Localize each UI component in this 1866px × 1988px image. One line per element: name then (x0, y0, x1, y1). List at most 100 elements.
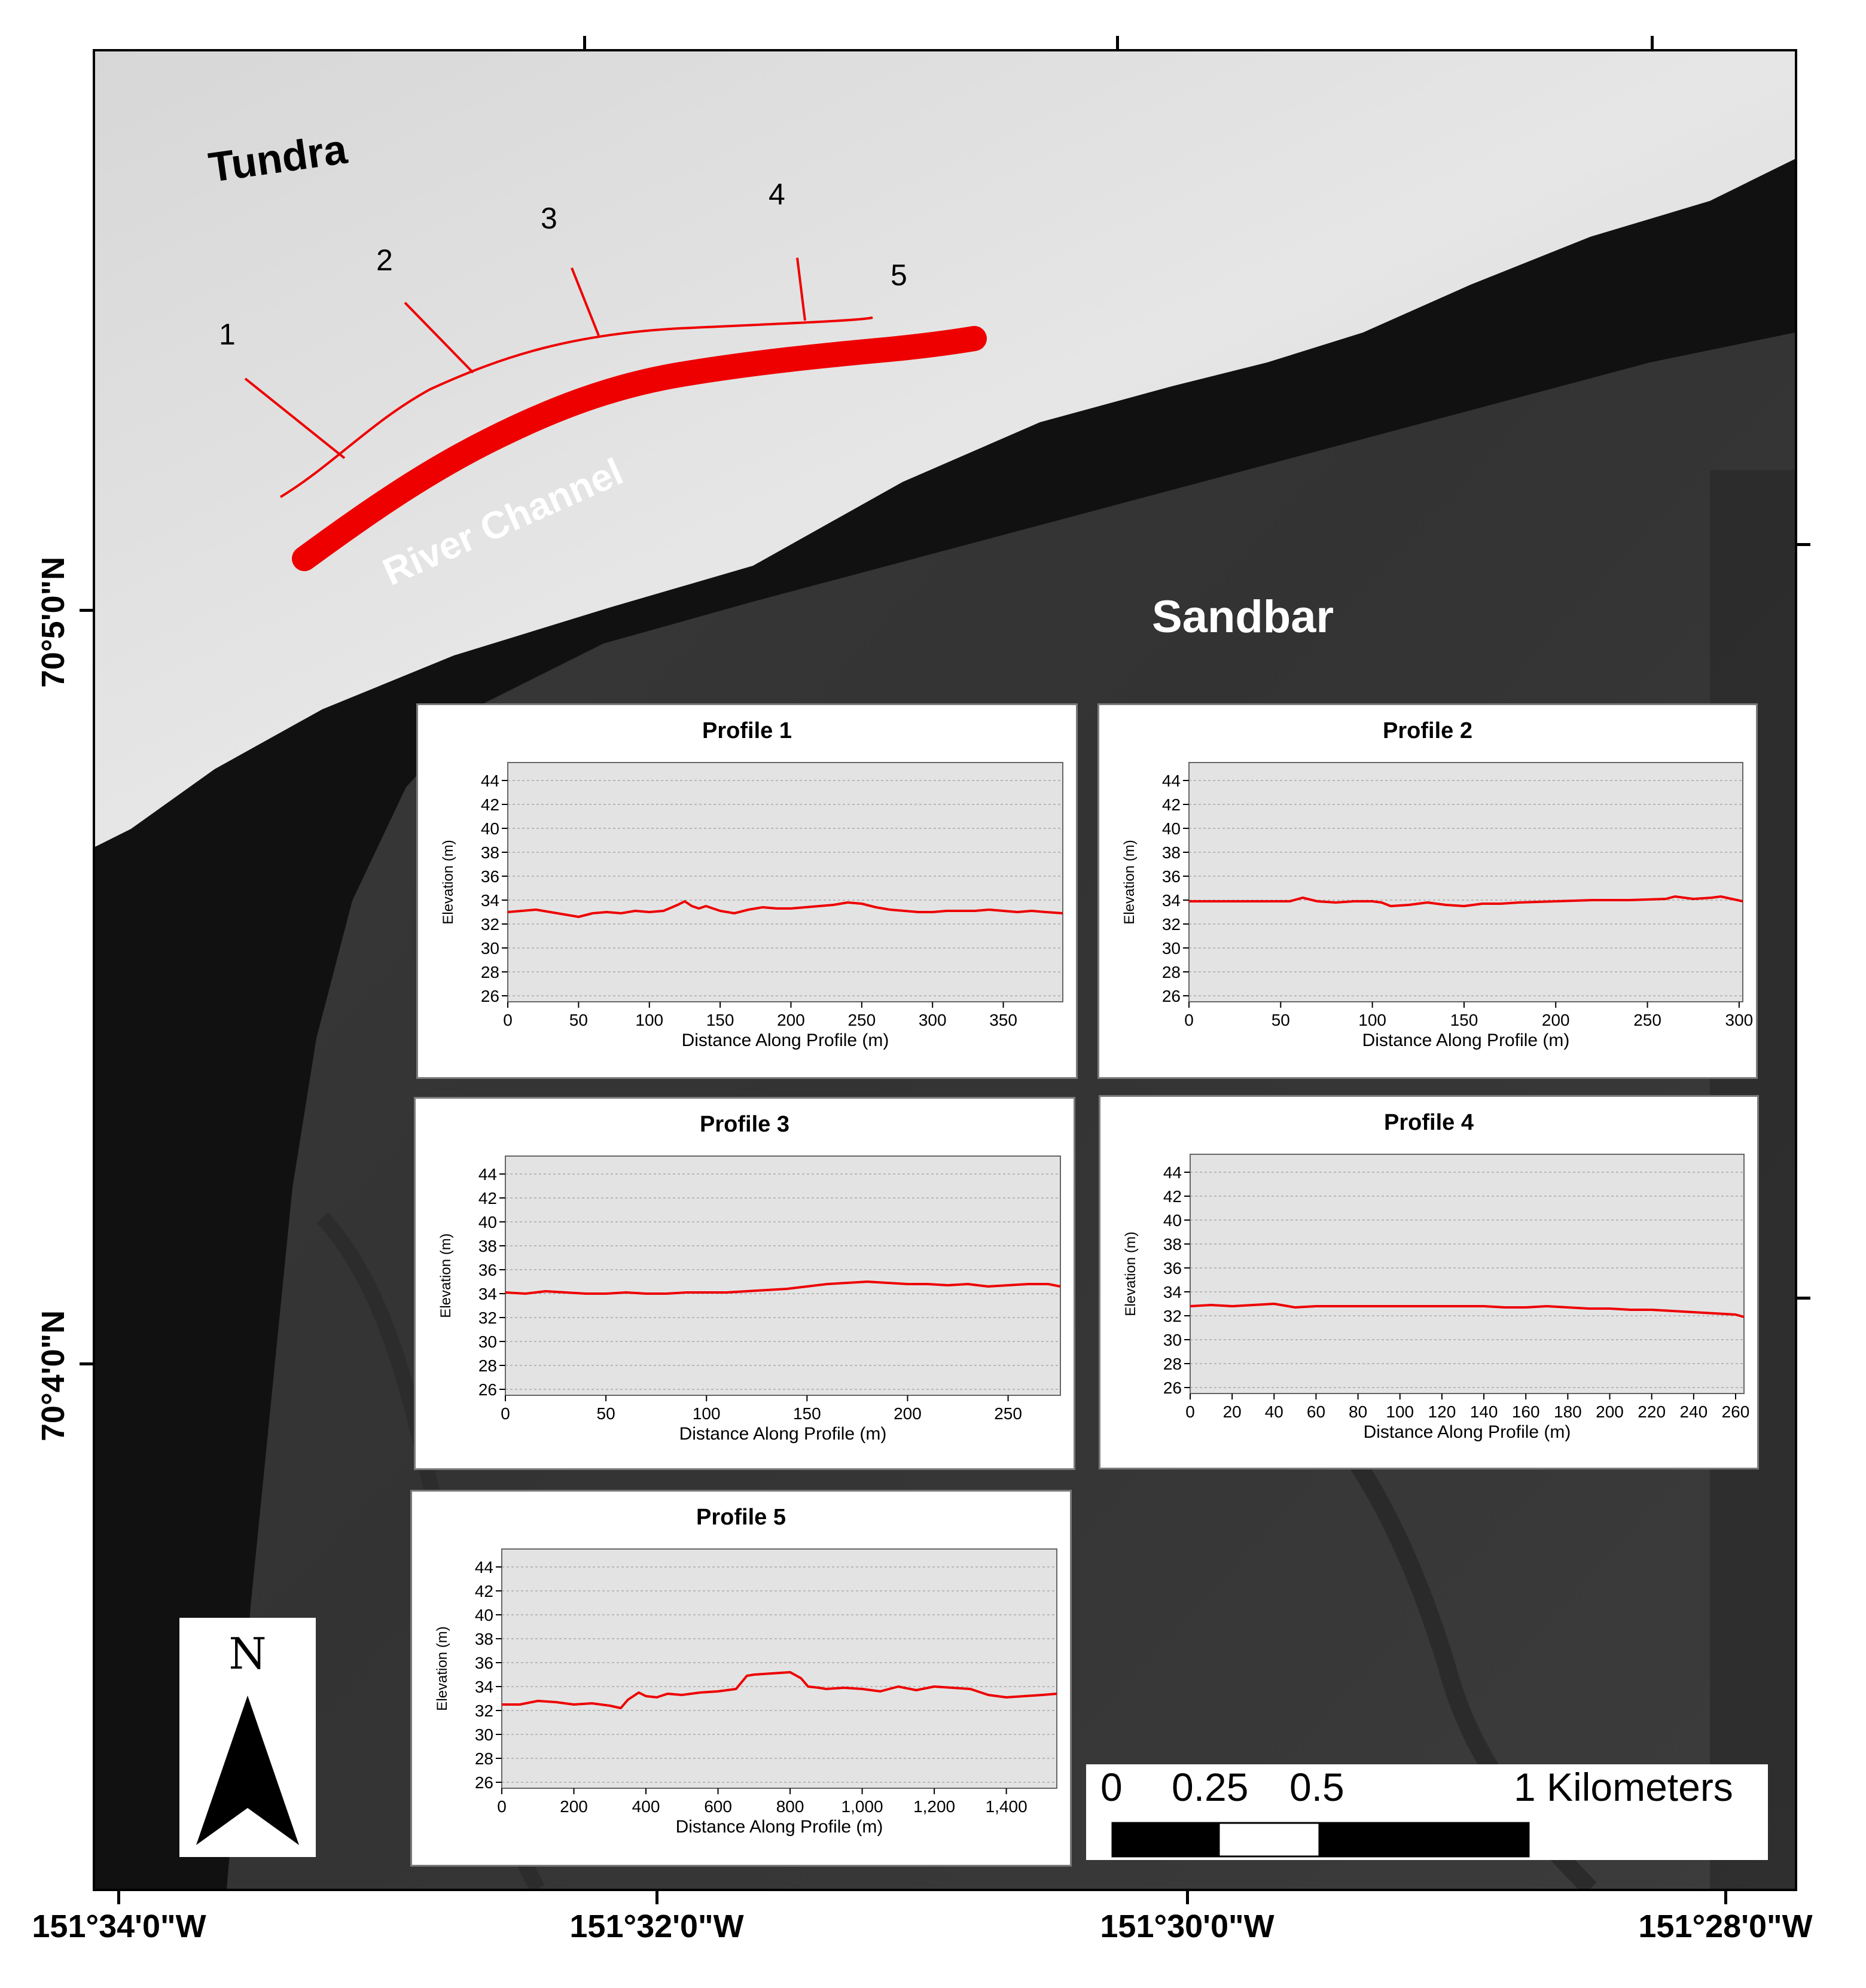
profile-chart-5: 26 28 30 32 34 36 38 40 42 44 0 200 400 600 800 1,000 1,… (434, 1548, 1057, 1837)
x-tick-label: 200 (894, 1404, 922, 1423)
x-tick-label: 300 (919, 1011, 947, 1029)
x-tick-label: 400 (632, 1797, 660, 1816)
y-tick-label: 34 (475, 1678, 493, 1696)
profile-chart-4: 26 28 30 32 34 36 38 40 42 44 0 20 40 60 80 100 120 140 16… (1123, 1154, 1749, 1442)
x-tick-label: 150 (1450, 1011, 1478, 1029)
profile-number-2: 2 (376, 243, 393, 277)
x-tick-label: 0 (497, 1797, 507, 1816)
y-tick-label: 32 (475, 1702, 493, 1720)
profile-panel-1: Profile 1 26 28 30 32 34 36 38 40 42 44 0 50 100 150 2… (416, 703, 1078, 1079)
bottom-tick (1186, 1891, 1189, 1904)
profile-title: Profile 5 (696, 1505, 786, 1530)
y-tick-label: 26 (1162, 987, 1181, 1005)
y-tick-label: 26 (478, 1380, 497, 1399)
x-tick-label: 1,200 (913, 1797, 955, 1816)
left-tick (80, 1362, 93, 1365)
y-tick-label: 30 (481, 939, 499, 958)
profile-title: Profile 4 (1384, 1110, 1474, 1135)
y-tick-label: 30 (1162, 939, 1181, 958)
x-tick-label: 20 (1223, 1402, 1242, 1421)
eroded-bank (292, 326, 987, 571)
profile-panel-4: Profile 4 26 28 30 32 34 36 38 40 42 44 0 20 40 60 80 1… (1099, 1095, 1759, 1469)
y-tick-label: 32 (481, 915, 499, 934)
bottom-tick (117, 1891, 120, 1904)
plot-area (1190, 1154, 1745, 1394)
x-tick-label: 350 (989, 1011, 1017, 1029)
latitude-label: 70°4'0"N (35, 1310, 71, 1441)
y-tick-label: 28 (475, 1749, 493, 1768)
longitude-label: 151°34'0"W (32, 1908, 206, 1944)
y-tick-label: 34 (481, 891, 499, 910)
x-tick-label: 150 (793, 1404, 821, 1423)
x-tick-label: 300 (1725, 1011, 1754, 1029)
x-tick-label: 240 (1679, 1402, 1708, 1421)
profile-line-5 (279, 316, 873, 498)
north-arrow: N (179, 1618, 316, 1857)
x-tick-label: 100 (1386, 1402, 1414, 1421)
top-tick (1116, 36, 1119, 49)
y-tick-label: 42 (481, 795, 499, 814)
profile-number-5: 5 (891, 258, 907, 292)
x-tick-label: 50 (1272, 1011, 1290, 1029)
y-tick-label: 26 (481, 987, 499, 1005)
north-arrow-icon (196, 1696, 299, 1845)
y-axis-label: Elevation (m) (440, 840, 456, 924)
profile-title: Profile 1 (702, 718, 792, 743)
y-tick-label: 26 (475, 1773, 493, 1792)
x-tick-label: 0 (503, 1011, 513, 1029)
x-tick-label: 0 (501, 1404, 510, 1423)
x-tick-label: 80 (1349, 1402, 1367, 1421)
x-tick-label: 40 (1265, 1402, 1283, 1421)
y-tick-label: 34 (1163, 1283, 1182, 1301)
y-tick-label: 44 (475, 1558, 493, 1577)
profile-series-line (502, 1671, 1057, 1709)
x-axis-label: Distance Along Profile (m) (676, 1817, 883, 1837)
y-tick-label: 32 (478, 1309, 497, 1327)
profile-number-3: 3 (541, 202, 557, 235)
y-tick-label: 34 (1162, 891, 1181, 910)
profile-number-1: 1 (219, 318, 236, 351)
plot-area (1188, 762, 1743, 1002)
profile-line-1 (244, 377, 346, 459)
x-tick-label: 1,400 (986, 1797, 1027, 1816)
profile-panel-3: Profile 3 26 28 30 32 34 36 38 40 42 44 0 50 100 150 2… (414, 1097, 1075, 1470)
x-tick-label: 800 (776, 1797, 804, 1816)
river-channel (95, 159, 1795, 1889)
profile-chart-1: 26 28 30 32 34 36 38 40 42 44 0 50 100 150 200 250 300 35… (440, 762, 1063, 1050)
y-tick-label: 40 (1163, 1211, 1182, 1230)
right-tick (1797, 1297, 1810, 1300)
x-tick-label: 0 (1184, 1011, 1194, 1029)
tundra-area (95, 51, 1795, 847)
top-tick (1651, 36, 1654, 49)
x-axis-label: Distance Along Profile (m) (682, 1030, 889, 1050)
y-axis-label: Elevation (m) (438, 1233, 454, 1318)
y-tick-label: 42 (478, 1189, 497, 1208)
x-tick-label: 140 (1470, 1402, 1498, 1421)
y-tick-label: 40 (1162, 819, 1181, 838)
plot-area (501, 1548, 1057, 1789)
y-tick-label: 40 (475, 1606, 493, 1624)
y-tick-label: 32 (1163, 1307, 1182, 1325)
y-tick-label: 34 (478, 1285, 497, 1303)
x-axis-label: Distance Along Profile (m) (1362, 1030, 1570, 1050)
x-tick-label: 250 (847, 1011, 876, 1029)
map-frame: 1 2 3 4 5 Tundra River Channel Sandbar P… (93, 49, 1797, 1891)
y-tick-label: 44 (1163, 1163, 1182, 1182)
scale-label-0-25: 0.25 (1172, 1765, 1249, 1809)
profile-series-line (1190, 1303, 1745, 1318)
longitude-label: 151°28'0"W (1638, 1908, 1813, 1944)
y-tick-label: 30 (1163, 1331, 1182, 1349)
latitude-label: 70°5'0"N (35, 556, 71, 688)
y-tick-label: 38 (475, 1630, 493, 1648)
profile-panel-5: Profile 5 26 28 30 32 34 36 38 40 42 44 0 200 400 600… (410, 1490, 1072, 1867)
y-tick-label: 36 (475, 1654, 493, 1672)
y-axis-label: Elevation (m) (1121, 840, 1138, 924)
x-tick-label: 150 (706, 1011, 734, 1029)
bottom-tick (655, 1891, 658, 1904)
profile-chart-3: 26 28 30 32 34 36 38 40 42 44 0 50 100 150 200 250 Dista… (438, 1155, 1061, 1444)
x-tick-label: 200 (1596, 1402, 1624, 1421)
profile-chart-2: 26 28 30 32 34 36 38 40 42 44 0 50 100 150 200 250 300 Di… (1121, 762, 1754, 1050)
profile-title: Profile 2 (1383, 718, 1472, 743)
scale-label-0: 0 (1100, 1765, 1123, 1809)
x-tick-label: 120 (1428, 1402, 1456, 1421)
